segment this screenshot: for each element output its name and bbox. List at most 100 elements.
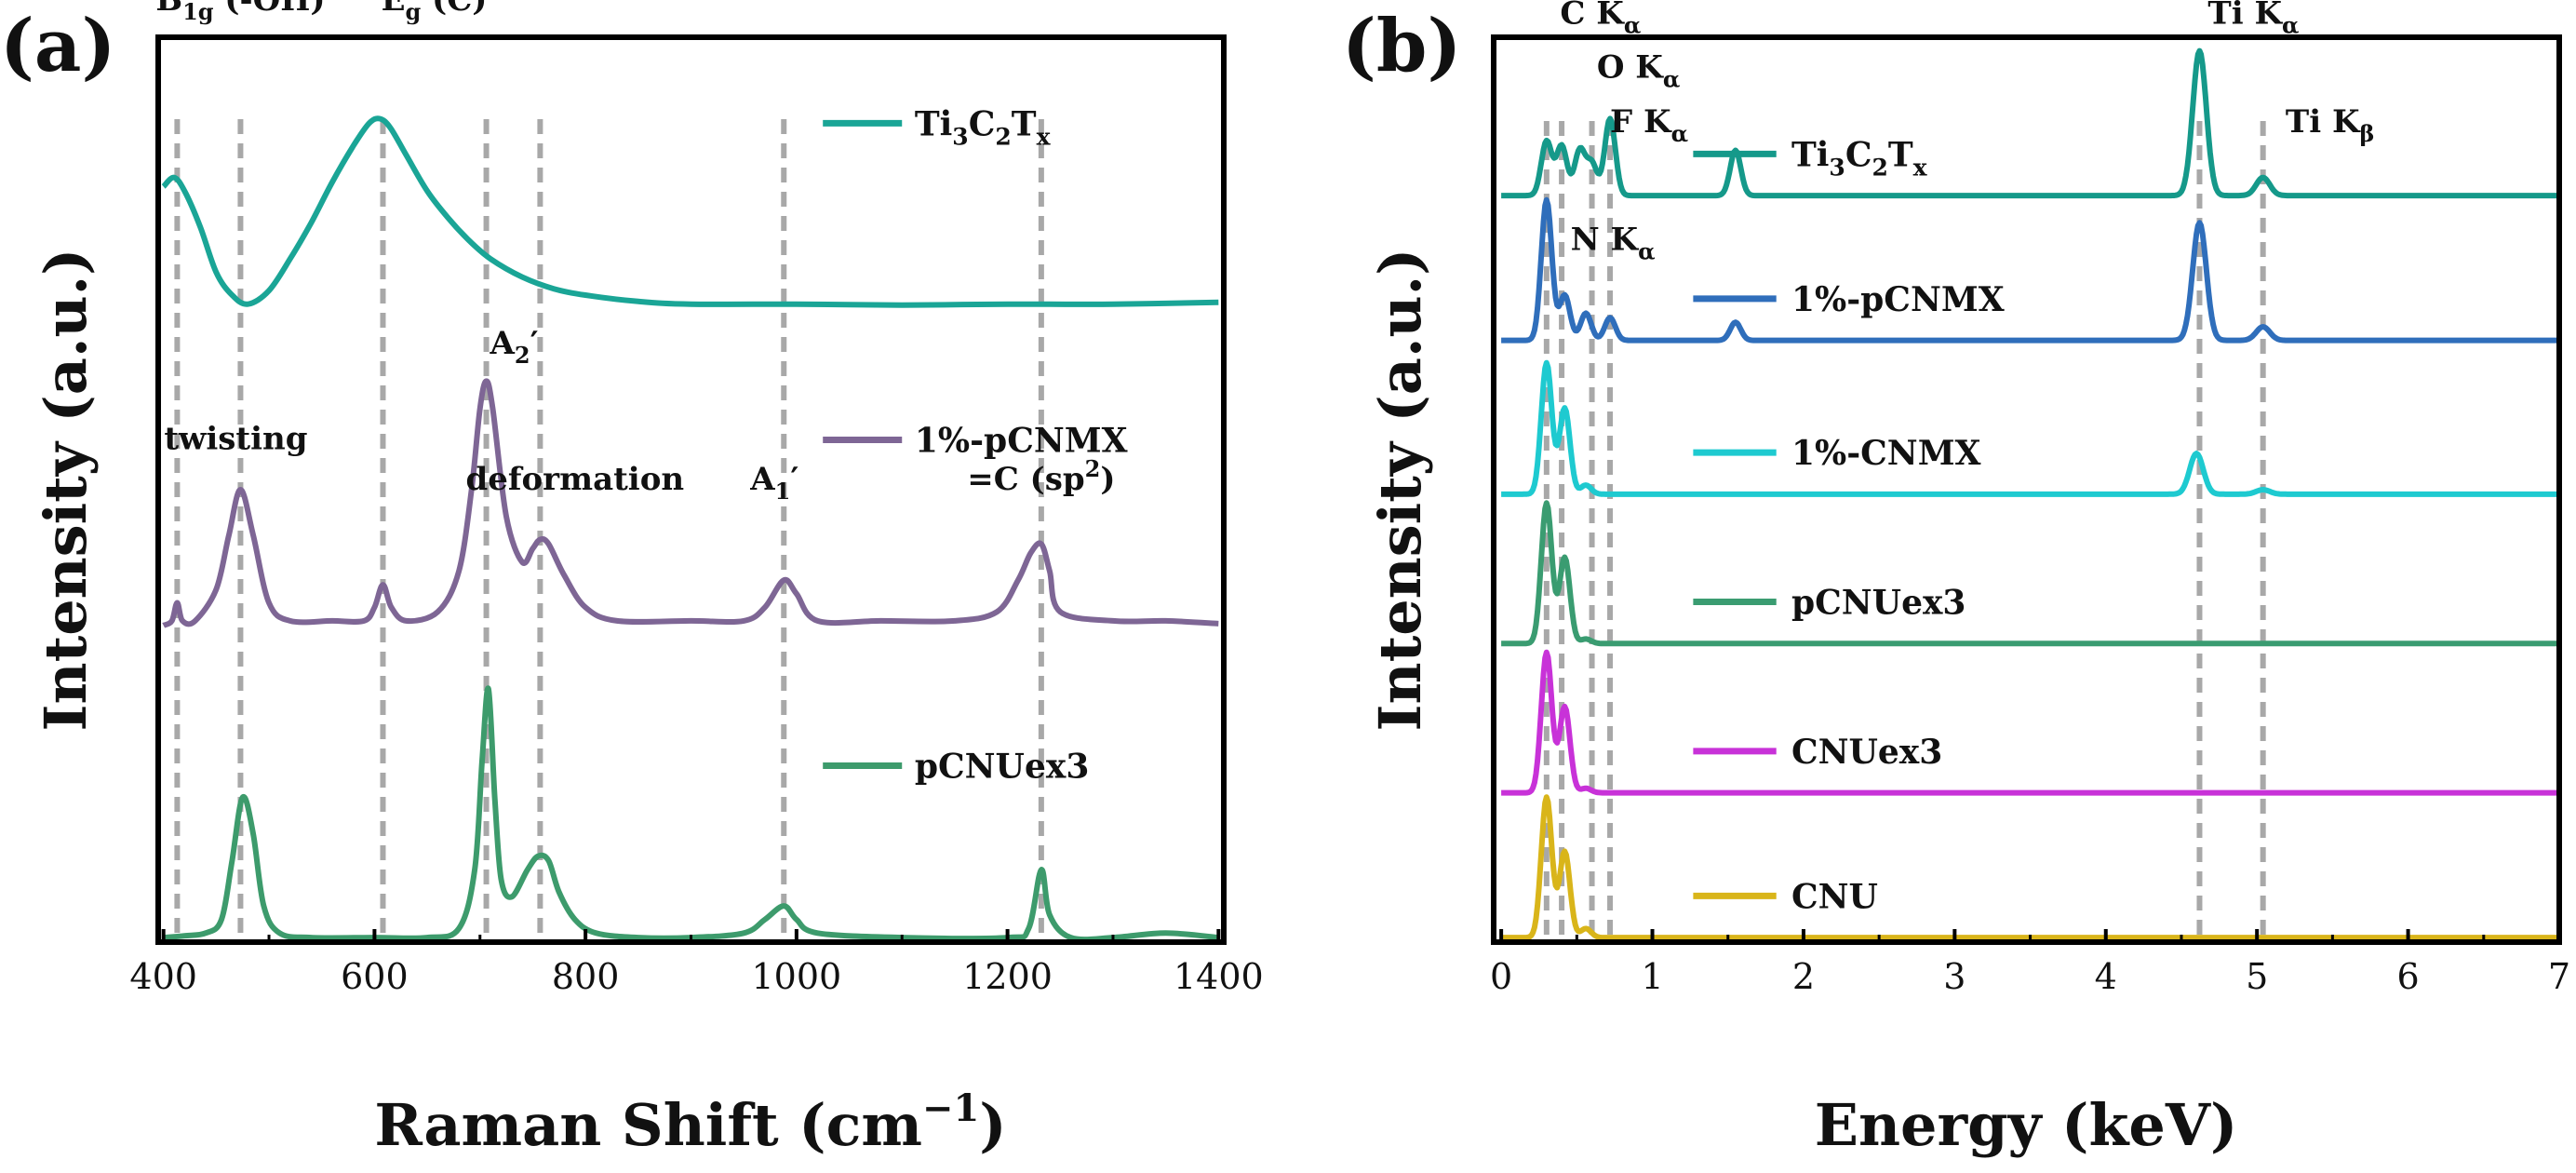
series-line-2 — [163, 685, 1219, 943]
panel-b-plot-frame — [1491, 34, 2562, 945]
legend-label: Ti3C2Tx — [1791, 135, 1928, 181]
annotation-label: Ti Kβ — [2286, 103, 2375, 147]
annotation-label-part: α — [1663, 66, 1680, 93]
annotation-label-part: α — [2282, 11, 2299, 38]
annotation-label-part: (-OH) — [214, 0, 326, 19]
series-line-1 — [1499, 196, 2561, 344]
panel-a-series — [161, 115, 1219, 943]
annotation-label-part: A — [490, 325, 516, 362]
annotation-label-part: α — [1624, 11, 1641, 38]
x-tick-label: 0 — [1490, 956, 1512, 997]
annotation-label-part: 2 — [515, 342, 530, 369]
legend-label-part: pCNUex3 — [915, 747, 1090, 786]
x-tick-label: 600 — [341, 956, 409, 997]
legend-label-part: x — [1913, 154, 1928, 181]
panel-b-x-ticks: 0 1 2 3 4 5 6 7 — [1490, 929, 2570, 997]
panel-b-series — [1499, 47, 2561, 941]
series-line-4 — [1499, 649, 2561, 796]
panel-a-x-axis-title-close: ) — [979, 1091, 1006, 1159]
legend-label-part: C — [1845, 135, 1872, 174]
annotation-label-part: twisting — [164, 420, 307, 457]
legend-label: 1%-pCNMX — [915, 422, 1128, 461]
annotation-label-part: α — [1671, 120, 1688, 147]
legend-label-part: T — [1012, 104, 1037, 143]
annotation-label-part: E — [382, 0, 406, 19]
legend-label: CNUex3 — [1791, 733, 1942, 772]
legend-label: pCNUex3 — [915, 747, 1090, 786]
legend-label: CNU — [1791, 877, 1878, 916]
panel-a-y-axis-title: Intensity (a.u.) — [32, 248, 100, 731]
panel-a-annotations: B1g (-OH)Eg (C)A2′twistingdeformationA1′… — [155, 0, 1115, 505]
annotation-label-part: N K — [1571, 221, 1640, 258]
annotation-label: =C (sp2) — [967, 455, 1115, 498]
annotation-label: twisting — [164, 420, 307, 457]
annotation-label: deformation — [465, 461, 684, 498]
annotation-label-part: ) — [1100, 461, 1115, 498]
legend-label-part: 2 — [1872, 154, 1887, 181]
legend-label-part: Ti — [1791, 135, 1829, 174]
annotation-label-part: g — [406, 0, 422, 25]
series-line-3 — [1499, 500, 2561, 647]
panel-a-x-axis-title-main: Raman Shift (cm — [374, 1091, 922, 1159]
panel-b-legend: Ti3C2Tx 1%-pCNMX 1%-CNMX pCNUex3 CNUex3 CNU — [1693, 135, 2005, 916]
annotation-label: B1g (-OH) — [155, 0, 325, 25]
legend-label-part: C — [969, 104, 996, 143]
annotation-label-part: 1g — [182, 0, 214, 25]
annotation-label-part: α — [1638, 237, 1655, 264]
series-line-1 — [162, 378, 1219, 628]
legend-label-part: T — [1888, 135, 1913, 174]
legend-label: pCNUex3 — [1791, 584, 1966, 623]
x-tick-label: 1000 — [752, 956, 842, 997]
annotation-label: A1′ — [749, 461, 798, 505]
annotation-label-part: deformation — [465, 461, 684, 498]
legend-label-part: 1%-CNMX — [1791, 434, 1981, 473]
annotation-label-part: β — [2360, 120, 2375, 147]
annotation-label: C Kα — [1560, 0, 1641, 38]
annotation-label-part: A — [749, 461, 775, 498]
series-line-5 — [1499, 794, 2561, 941]
legend-label-part: 1%-pCNMX — [915, 422, 1128, 461]
x-tick-label: 5 — [2246, 956, 2268, 997]
x-tick-label: 3 — [1943, 956, 1966, 997]
panel-b-label: (b) — [1342, 4, 1461, 88]
x-tick-label: 400 — [129, 956, 197, 997]
annotation-label-part: B — [155, 0, 182, 19]
annotation-label-part: Ti K — [2207, 0, 2283, 32]
series-line-0 — [161, 115, 1219, 308]
annotation-label: O Kα — [1597, 49, 1680, 93]
annotation-label-part: Ti K — [2286, 103, 2361, 141]
annotation-label-part: F K — [1610, 103, 1672, 141]
panel-a-x-ticks: 400 600 800 1000 1200 1400 — [129, 929, 1264, 997]
annotation-label: Ti Kα — [2207, 0, 2299, 38]
legend-label-part: CNU — [1791, 877, 1878, 916]
legend-label: 1%-CNMX — [1791, 434, 1981, 473]
annotation-label-part: (C) — [421, 0, 487, 19]
panel-a-reference-lines — [174, 119, 1044, 935]
annotation-label-part: 1 — [775, 478, 791, 505]
panel-b-x-axis-title: Energy (keV) — [1815, 1091, 2238, 1159]
legend-label-part: CNUex3 — [1791, 733, 1942, 772]
annotation-label: Eg (C) — [382, 0, 488, 25]
legend-label-part: 1%-pCNMX — [1791, 280, 2005, 319]
annotation-label-part: ′ — [530, 325, 539, 362]
panel-b-y-axis-title: Intensity (a.u.) — [1366, 248, 1434, 731]
legend-label: 1%-pCNMX — [1791, 280, 2005, 319]
x-tick-label: 1400 — [1174, 956, 1264, 997]
x-tick-label: 1 — [1641, 956, 1663, 997]
panel-a-label: (a) — [0, 4, 115, 88]
x-tick-label: 2 — [1792, 956, 1815, 997]
annotation-label: A2′ — [490, 325, 539, 369]
x-tick-label: 800 — [552, 956, 620, 997]
series-line-2 — [1499, 359, 2561, 497]
legend-label-part: 2 — [995, 123, 1011, 150]
panel-b-eds-chart: (b) Ti3C2Tx1%-pCNMX1%-CNMXpCNUex3CNUex3C… — [1342, 0, 2570, 1159]
legend-label-part: Ti — [915, 104, 952, 143]
legend-label-part: 3 — [952, 123, 968, 150]
annotation-label-part: 2 — [1085, 455, 1101, 482]
annotation-label-part: O K — [1597, 49, 1664, 87]
annotation-label-part: =C (sp — [967, 461, 1084, 498]
